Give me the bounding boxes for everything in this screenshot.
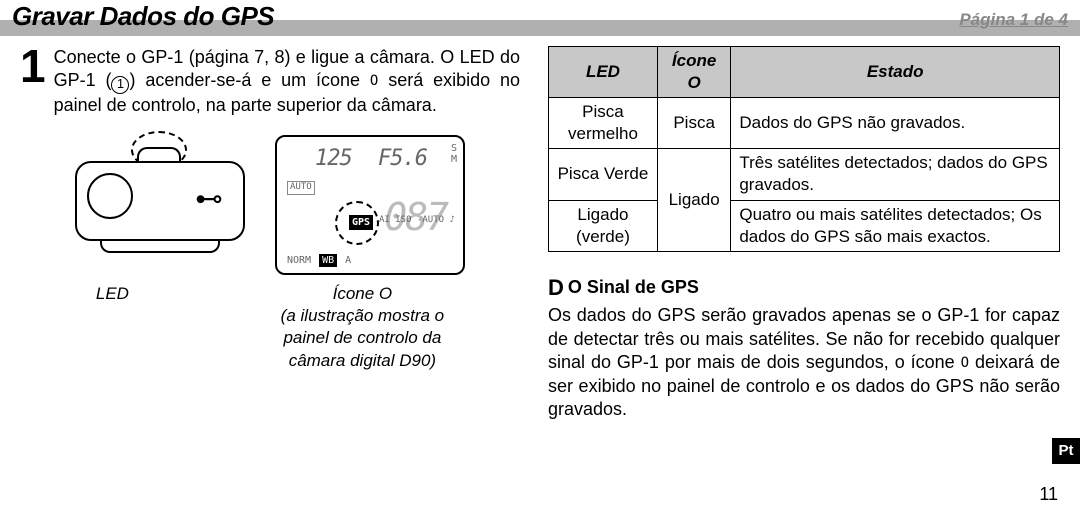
lcd-side-icons: S M — [451, 143, 457, 165]
table-row: Pisca vermelho Pisca Dados do GPS não gr… — [549, 98, 1060, 149]
right-column: LED Ícone O Estado Pisca vermelho Pisca … — [548, 46, 1060, 421]
check-icon: D — [548, 275, 564, 300]
table-row: Pisca Verde Ligado Três satélites detect… — [549, 149, 1060, 200]
cell-state: Quatro ou mais satélites detectados; Os … — [731, 200, 1060, 251]
caption-icon-l3: painel de controlo da — [283, 328, 441, 347]
lcd-wb: WB — [319, 254, 337, 267]
th-led: LED — [549, 47, 658, 98]
note-heading-text: O Sinal de GPS — [568, 277, 699, 297]
caption-led: LED — [96, 283, 129, 371]
left-column: 1 Conecte o GP-1 (página 7, 8) e ligue a… — [20, 46, 520, 421]
illustration: 125 F5.6 S M AUTO 087 GPS AI ISO -AUTO ♪… — [20, 135, 520, 275]
section-title: Gravar Dados do GPS — [12, 0, 274, 34]
lcd-f: F — [378, 146, 390, 171]
caption-icon: Ícone O (a ilustração mostra o painel de… — [281, 283, 444, 371]
table-header-row: LED Ícone O Estado — [549, 47, 1060, 98]
lcd-auto2: -AUTO — [417, 215, 444, 225]
gp1-device-drawing — [75, 135, 245, 275]
cell-led: Pisca Verde — [549, 149, 658, 200]
gps-glyph-icon: O — [961, 355, 969, 371]
caption-icon-l2: (a ilustração mostra o — [281, 306, 444, 325]
language-tab: Pt — [1052, 438, 1080, 464]
lcd-norm: NORM — [287, 254, 311, 267]
step-text: Conecte o GP-1 (página 7, 8) e ligue a c… — [54, 46, 520, 117]
cell-state: Três satélites detectados; dados do GPS … — [731, 149, 1060, 200]
step-1: 1 Conecte o GP-1 (página 7, 8) e ligue a… — [20, 46, 520, 117]
cell-led: Ligado (verde) — [549, 200, 658, 251]
table-row: Ligado (verde) Quatro ou mais satélites … — [549, 200, 1060, 251]
note-body: Os dados do GPS serão gravados apenas se… — [548, 304, 1060, 421]
caption-icon-l4: câmara digital D90) — [289, 351, 436, 370]
lcd-iso: ISO — [395, 215, 411, 225]
cell-icon: Pisca — [657, 98, 730, 149]
note-heading: DO Sinal de GPS — [548, 274, 1060, 303]
section-header: Gravar Dados do GPS Página 1 de 4 — [0, 0, 1080, 36]
lcd-mid-icons: AUTO — [287, 181, 315, 195]
page-number: 11 — [1039, 483, 1058, 506]
lcd-aperture: 5.6 — [390, 146, 427, 171]
illustration-captions: LED Ícone O (a ilustração mostra o paine… — [20, 283, 520, 371]
status-table: LED Ícone O Estado Pisca vermelho Pisca … — [548, 46, 1060, 252]
cell-state: Dados do GPS não gravados. — [731, 98, 1060, 149]
cell-led: Pisca vermelho — [549, 98, 658, 149]
caption-icon-l1: Ícone O — [333, 284, 393, 303]
th-state: Estado — [731, 47, 1060, 98]
lcd-bottom-row: NORM WB A — [287, 254, 351, 267]
lcd-panel-drawing: 125 F5.6 S M AUTO 087 GPS AI ISO -AUTO ♪… — [275, 135, 465, 275]
cell-icon: Ligado — [657, 149, 730, 251]
step-number: 1 — [20, 46, 46, 117]
th-icon: Ícone O — [657, 47, 730, 98]
lcd-iso-auto: AI ISO -AUTO ♪ — [379, 215, 455, 227]
lcd-wb-mode: A — [345, 254, 351, 267]
step-text-b: ) acender-se-á e um ícone — [129, 70, 369, 90]
music-icon: ♪ — [449, 215, 454, 225]
lcd-auto: AUTO — [287, 181, 315, 195]
ref-1-icon: 1 — [111, 76, 129, 94]
page-indicator: Página 1 de 4 — [959, 9, 1068, 31]
lcd-ai: AI — [379, 215, 390, 225]
gps-highlight-circle — [335, 201, 379, 245]
lcd-shutter: 125 — [315, 146, 352, 171]
